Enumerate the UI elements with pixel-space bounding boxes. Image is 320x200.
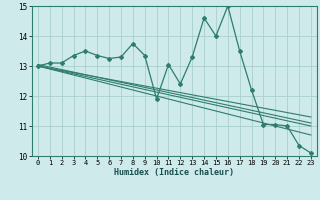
X-axis label: Humidex (Indice chaleur): Humidex (Indice chaleur)	[115, 168, 234, 177]
